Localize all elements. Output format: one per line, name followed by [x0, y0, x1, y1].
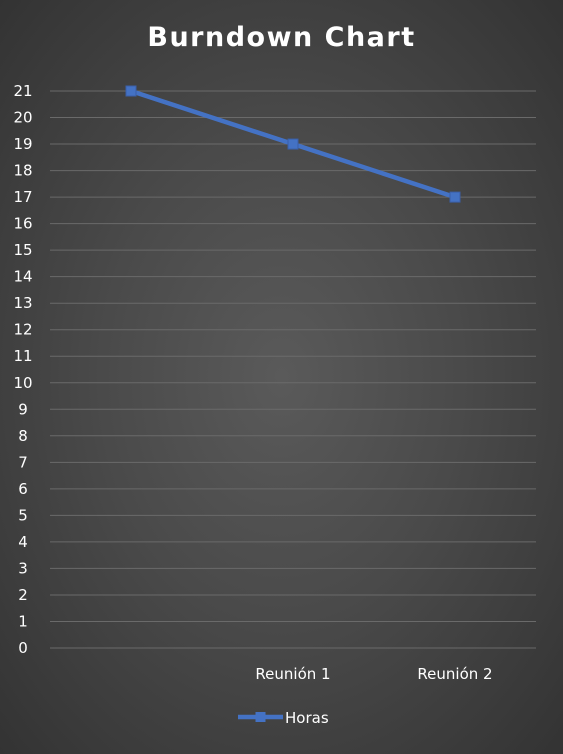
y-tick-label: 6 — [18, 480, 28, 498]
y-tick-label: 15 — [13, 241, 32, 259]
y-tick-label: 14 — [13, 268, 32, 286]
x-category-label: Reunión 1 — [255, 665, 330, 683]
x-category-label: Reunión 2 — [417, 665, 492, 683]
y-tick-label: 5 — [18, 506, 28, 524]
y-tick-label: 3 — [18, 559, 28, 577]
legend-marker-swatch — [255, 712, 266, 722]
y-tick-label: 11 — [13, 347, 32, 365]
y-tick-label: 0 — [18, 639, 28, 657]
data-point-marker — [449, 191, 461, 203]
chart-title: Burndown Chart — [147, 22, 416, 53]
y-tick-label: 21 — [13, 82, 32, 100]
y-tick-label: 19 — [13, 135, 32, 153]
data-point-marker — [287, 138, 299, 150]
y-tick-label: 20 — [13, 109, 32, 127]
y-tick-label: 18 — [13, 162, 32, 180]
y-tick-label: 4 — [18, 533, 28, 551]
y-tick-label: 10 — [13, 374, 32, 392]
legend: Horas — [238, 709, 329, 727]
y-tick-label: 8 — [18, 427, 28, 445]
y-tick-label: 7 — [18, 453, 28, 471]
y-tick-label: 1 — [18, 612, 28, 630]
legend-label: Horas — [285, 709, 329, 727]
y-tick-label: 17 — [13, 188, 32, 206]
data-point-marker — [125, 85, 137, 97]
y-tick-label: 2 — [18, 586, 28, 604]
y-tick-label: 9 — [18, 400, 28, 418]
y-tick-label: 12 — [13, 321, 32, 339]
y-tick-label: 13 — [13, 294, 32, 312]
x-axis-category-labels: Reunión 1 Reunión 2 — [255, 665, 492, 683]
gridlines — [50, 90, 536, 649]
series-horas — [125, 85, 461, 203]
y-tick-label: 16 — [13, 215, 32, 233]
